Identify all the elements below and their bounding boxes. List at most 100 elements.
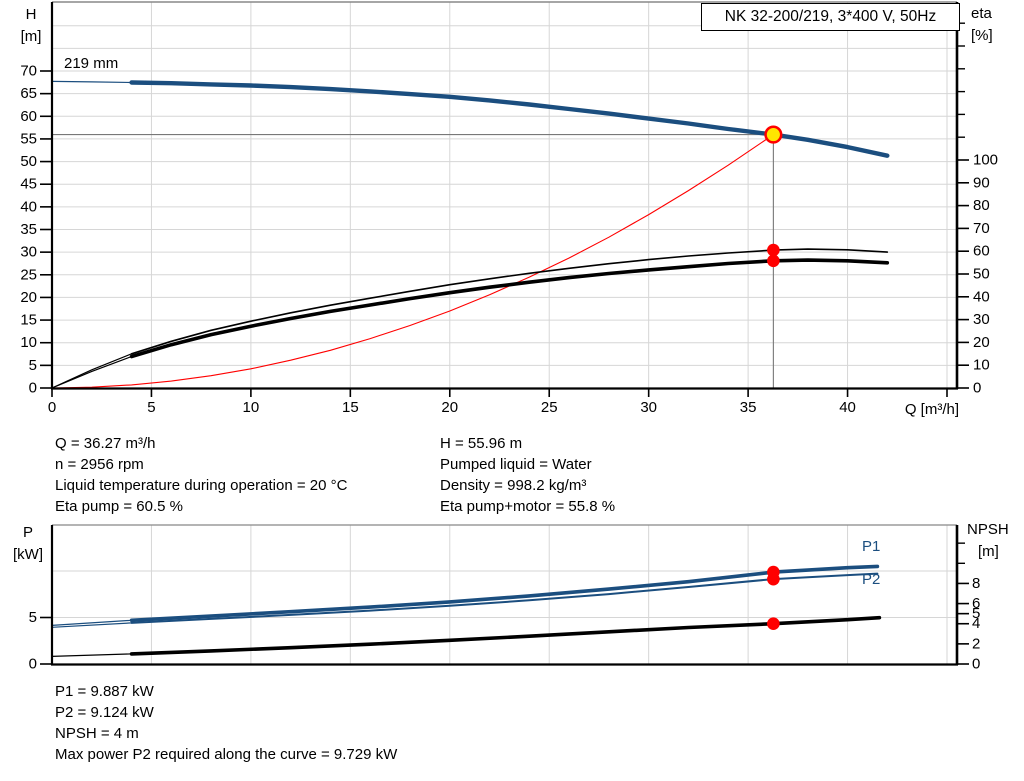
info-eta-pump-motor: Eta pump+motor = 55.8 % xyxy=(440,498,616,515)
tick-label: 10 xyxy=(973,357,990,374)
tick-label: 30 xyxy=(973,311,990,328)
tick-label: 60 xyxy=(973,243,990,260)
eta-axis-label: eta [%] xyxy=(971,3,1023,47)
p1-curve-label: P1 xyxy=(862,538,881,555)
system-curve xyxy=(51,134,774,389)
tick-label: 8 xyxy=(972,575,980,592)
power-info-block: P1 = 9.887 kW P2 = 9.124 kW NPSH = 4 m M… xyxy=(55,681,397,765)
info-p1: P1 = 9.887 kW xyxy=(55,683,154,700)
eta-pump-motor-duty-dot xyxy=(767,254,780,268)
p2-curve-label: P2 xyxy=(862,571,881,588)
tick-label: 20 xyxy=(973,334,990,351)
tick-label: 5 xyxy=(29,609,37,626)
tick-label: 90 xyxy=(973,174,990,191)
tick-label: 35 xyxy=(20,221,37,238)
tick-label: 5 xyxy=(147,399,155,416)
tick-label: 100 xyxy=(973,152,998,169)
eta-pump-motor-curve-lead xyxy=(51,355,132,389)
tick-label: 55 xyxy=(20,130,37,147)
p-axis-symbol: P xyxy=(22,524,33,541)
tick-label: 30 xyxy=(20,244,37,261)
top-chart-duty-crosshair xyxy=(52,134,774,388)
info-npsh: NPSH = 4 m xyxy=(55,725,139,742)
info-max-power: Max power P2 required along the curve = … xyxy=(55,746,398,763)
top-chart-tick-labels: 0510152025303540455055606570010203040506… xyxy=(20,22,998,416)
tick-label: 2 xyxy=(972,635,980,652)
h-axis-unit: [m] xyxy=(20,28,42,45)
npsh-axis-label: NPSH [m] xyxy=(967,519,1024,563)
tick-label: 10 xyxy=(243,399,260,416)
tick-label: 40 xyxy=(839,399,856,416)
bottom-chart-axes xyxy=(50,524,959,666)
tick-label: 20 xyxy=(441,399,458,416)
p2-curve xyxy=(130,572,879,624)
tick-label: 0 xyxy=(29,656,37,673)
tick-label: 30 xyxy=(640,399,657,416)
h-axis-symbol: H xyxy=(25,6,37,23)
eta-axis-symbol: eta xyxy=(971,5,992,22)
eta-pump-motor-curve xyxy=(129,258,890,359)
p-axis-label: P [kW] xyxy=(6,522,50,566)
tick-label: 80 xyxy=(973,197,990,214)
npsh-axis-symbol: NPSH xyxy=(967,521,1009,538)
tick-label: 4 xyxy=(972,615,980,632)
tick-label: 40 xyxy=(20,198,37,215)
h-axis-label: H [m] xyxy=(8,4,54,48)
tick-label: 0 xyxy=(29,380,37,397)
tick-label: 10 xyxy=(20,334,37,351)
duty-info-right: H = 55.96 m Pumped liquid = Water Densit… xyxy=(440,433,615,517)
duty-info-left: Q = 36.27 m³/h n = 2956 rpm Liquid tempe… xyxy=(55,433,347,517)
eta-pump-duty-dot xyxy=(767,243,780,257)
info-density: Density = 998.2 kg/m³ xyxy=(440,477,587,494)
tick-label: 50 xyxy=(20,153,37,170)
p2-curve-lead xyxy=(51,622,132,628)
bottom-chart-series xyxy=(51,564,882,657)
tick-label: 65 xyxy=(20,85,37,102)
tick-label: 25 xyxy=(541,399,558,416)
tick-label: 70 xyxy=(20,63,37,80)
tick-label: 40 xyxy=(973,288,990,305)
npsh-duty-dot xyxy=(767,617,780,631)
info-flow: Q = 36.27 m³/h xyxy=(55,435,156,452)
info-p2: P2 = 9.124 kW xyxy=(55,704,154,721)
tick-label: 15 xyxy=(20,312,37,329)
q-axis-label: Q [m³/h] xyxy=(904,401,959,418)
eta-axis-unit: [%] xyxy=(971,27,993,44)
bottom-chart-gridlines xyxy=(52,525,957,664)
p1-curve xyxy=(129,564,880,623)
npsh-curve-lead xyxy=(51,653,132,657)
p2-duty-dot xyxy=(767,572,780,586)
tick-label: 5 xyxy=(972,605,980,622)
npsh-axis-unit: [m] xyxy=(978,543,999,560)
npsh-curve xyxy=(129,615,882,656)
info-speed: n = 2956 rpm xyxy=(55,456,144,473)
bottom-chart-duty-markers xyxy=(767,565,780,631)
p1-curve-lead xyxy=(51,619,132,626)
tick-label: 15 xyxy=(342,399,359,416)
top-chart-duty-markers xyxy=(764,125,783,268)
top-chart-axes xyxy=(50,1,959,390)
tick-label: 0 xyxy=(48,399,56,416)
tick-label: 5 xyxy=(29,357,37,374)
tick-label: 45 xyxy=(20,176,37,193)
tick-label: 6 xyxy=(972,595,980,612)
info-eta-pump: Eta pump = 60.5 % xyxy=(55,498,183,515)
tick-label: 0 xyxy=(973,380,981,397)
head-curve-219mm-lead xyxy=(51,80,132,84)
info-pumped-liquid: Pumped liquid = Water xyxy=(440,456,592,473)
top-chart-series xyxy=(51,80,890,389)
tick-label: 0 xyxy=(972,656,980,673)
info-head: H = 55.96 m xyxy=(440,435,523,452)
tick-label: 60 xyxy=(20,108,37,125)
p-axis-unit: [kW] xyxy=(13,546,43,563)
eta-pump-curve xyxy=(130,248,889,355)
tick-label: 25 xyxy=(20,266,37,283)
info-liquid-temp: Liquid temperature during operation = 20… xyxy=(55,477,348,494)
duty-point-marker xyxy=(764,125,783,144)
impeller-diameter-label: 219 mm xyxy=(64,55,119,72)
tick-label: 35 xyxy=(740,399,757,416)
tick-label: 70 xyxy=(973,220,990,237)
